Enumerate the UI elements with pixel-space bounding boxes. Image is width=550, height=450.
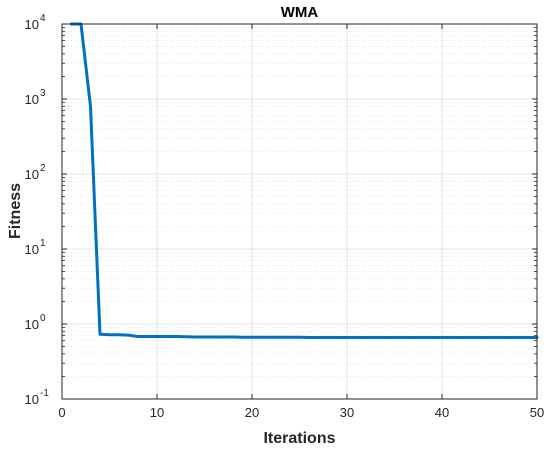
y-tick-label: 10 0 (25, 313, 46, 332)
series-layer (70, 22, 539, 339)
y-tick-label: 10 -1 (25, 388, 50, 407)
data-point (336, 336, 339, 339)
x-tick-label: 0 (58, 405, 65, 420)
x-tick-label: 50 (530, 405, 544, 420)
y-tick-base: 10 (25, 242, 39, 257)
data-point (308, 336, 310, 339)
x-tick-labels: 0 10 20 30 40 50 (58, 405, 544, 420)
data-point (270, 336, 272, 338)
x-tick-label: 40 (435, 405, 449, 420)
plot-background (62, 24, 537, 399)
y-tick-exponent: 0 (40, 313, 46, 324)
y-tick-base: 10 (25, 317, 39, 332)
data-point (260, 336, 263, 338)
data-point (108, 334, 111, 336)
data-point (118, 334, 120, 336)
data-point (355, 336, 358, 339)
data-point (431, 336, 434, 339)
y-tick-label: 10 3 (25, 88, 46, 107)
data-point (450, 336, 453, 339)
y-tick-label: 10 4 (25, 13, 46, 32)
data-point (365, 336, 367, 339)
data-point (479, 336, 481, 339)
data-point (89, 105, 92, 107)
data-point (156, 335, 158, 338)
data-point (412, 336, 415, 339)
data-point (146, 335, 149, 338)
series-line (70, 22, 539, 339)
chart-title: WMA (281, 4, 319, 21)
y-tick-base: 10 (25, 92, 39, 107)
axis-ticks (61, 23, 538, 400)
data-point (327, 336, 329, 339)
y-tick-exponent: 1 (40, 238, 46, 249)
data-point (374, 336, 377, 339)
y-tick-exponent: 2 (40, 163, 46, 174)
data-point (441, 336, 443, 339)
data-point (346, 336, 348, 339)
x-tick-label: 30 (340, 405, 354, 420)
y-tick-exponent: -1 (40, 388, 49, 399)
data-point (393, 336, 396, 339)
x-tick-label: 20 (245, 405, 259, 420)
data-point (127, 334, 130, 336)
data-point (403, 336, 405, 339)
data-point (507, 336, 510, 339)
data-point (222, 336, 225, 338)
data-point (526, 336, 529, 339)
data-point (175, 335, 177, 338)
data-point (298, 336, 301, 338)
data-point (498, 336, 500, 339)
data-point (384, 336, 386, 339)
x-tick-label: 10 (150, 405, 164, 420)
y-tick-label: 10 2 (25, 163, 46, 182)
data-point (469, 336, 472, 339)
data-point (241, 336, 244, 338)
data-point (488, 336, 491, 339)
data-point (279, 336, 282, 338)
data-point (251, 336, 253, 338)
data-point (203, 336, 206, 338)
data-point (184, 336, 187, 338)
y-tick-base: 10 (25, 17, 39, 32)
plot-frame (61, 23, 538, 400)
y-tick-exponent: 4 (40, 13, 46, 24)
y-tick-base: 10 (25, 392, 39, 407)
data-point (232, 336, 234, 338)
data-point (213, 336, 215, 338)
y-axis-label: Fitness (7, 183, 24, 239)
data-point (460, 336, 462, 339)
data-point (517, 336, 519, 339)
data-point (99, 333, 101, 335)
x-axis-label: Iterations (263, 430, 335, 447)
data-point (137, 335, 139, 338)
y-tick-base: 10 (25, 167, 39, 182)
data-point (194, 336, 196, 338)
y-tick-label: 10 1 (25, 238, 46, 257)
data-point (289, 336, 291, 338)
data-point (165, 335, 168, 338)
minor-grid (62, 27, 537, 377)
data-point (422, 336, 424, 339)
data-point (317, 336, 320, 339)
y-tick-exponent: 3 (40, 88, 46, 99)
